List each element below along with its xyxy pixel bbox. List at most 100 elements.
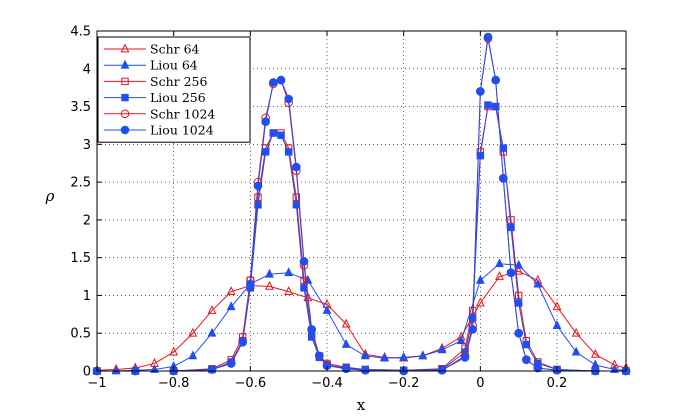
y-tick-label: 1.5 [70,251,91,266]
x-tick-label: 0 [476,376,484,391]
y-tick-label: 3 [83,138,91,153]
data-point-liou-1024 [292,162,301,172]
data-point-liou-1024 [460,353,470,362]
data-point-liou-1024 [276,75,286,85]
data-point-liou-64 [418,350,428,360]
data-point-liou-64 [380,352,389,362]
data-point-schr-256 [292,193,301,201]
legend-item-liou-256: Liou 256 [104,90,206,105]
legend-item-liou-1024: Liou 1024 [104,123,214,138]
data-point-schr-64 [495,271,504,280]
data-point-liou-64 [265,268,274,278]
x-axis-label: x [357,396,366,414]
data-point-schr-64 [265,280,274,290]
data-point-liou-64 [207,327,217,337]
legend-marker [120,125,130,135]
data-point-liou-1024 [315,351,324,361]
data-point-liou-256 [514,299,523,307]
data-point-liou-64 [188,350,198,360]
data-point-liou-1024 [533,363,543,373]
data-point-liou-64 [226,301,236,311]
x-tick-label: −0.4 [311,376,343,391]
data-point-liou-1024 [238,337,247,347]
data-point-schr-64 [207,305,217,314]
x-tick-label: −1 [87,376,106,391]
legend-marker [121,93,129,102]
data-point-liou-256 [491,102,500,111]
data-point-liou-1024 [261,117,270,126]
data-point-liou-1024 [246,279,255,289]
data-point-liou-1024 [506,268,516,278]
data-point-liou-1024 [269,78,278,87]
data-point-liou-256 [284,148,293,156]
data-point-liou-64 [360,350,370,360]
data-point-liou-1024 [483,32,493,42]
y-tick-label: 0 [83,365,91,380]
data-point-liou-64 [514,259,524,269]
data-point-schr-64 [552,301,562,311]
legend-label: Liou 64 [150,58,198,73]
data-point-schr-64 [284,286,294,296]
data-point-liou-1024 [522,355,531,364]
data-point-liou-64 [399,351,409,361]
data-point-liou-1024 [468,325,477,334]
y-tick-label: 4.5 [70,25,91,40]
data-point-liou-256 [522,340,531,349]
legend-label: Schr 64 [150,42,200,57]
legend-item-schr-256: Schr 256 [104,74,207,89]
y-tick-label: 1 [83,289,91,304]
data-point-liou-256 [507,223,515,232]
data-point-liou-256 [476,151,485,160]
y-tick-label: 2.5 [70,176,91,191]
data-point-schr-64 [571,327,581,337]
data-point-liou-1024 [307,325,316,334]
data-point-liou-1024 [299,257,309,266]
data-point-schr-64 [341,318,351,328]
legend-box [97,36,251,143]
legend-marker [120,59,130,69]
data-point-liou-256 [307,333,316,341]
data-point-schr-64 [514,265,524,275]
ticks: −1 −0.8 −0.6 −0.4 −0.2 0 0.2 0 0.5 1 1.5 2 2.5 3 3.5 4 4… [70,25,626,391]
series-layer [92,32,631,376]
data-point-liou-256 [269,129,278,137]
series-line-liou-1024 [97,36,626,372]
data-point-liou-1024 [253,181,263,191]
data-point-liou-256 [484,101,492,109]
y-tick-label: 4 [83,62,91,77]
data-point-schr-64 [590,348,600,358]
data-point-liou-1024 [361,365,370,375]
data-point-liou-64 [552,320,562,330]
data-point-liou-64 [475,274,485,284]
legend-marker [120,109,130,119]
data-point-liou-1024 [437,365,447,375]
x-tick-label: 0.2 [547,376,568,391]
plot-frame [96,30,627,372]
data-point-schr-256 [254,193,262,201]
data-point-schr-64 [475,297,485,307]
legend-marker [120,43,130,53]
y-tick-label: 3.5 [70,100,91,115]
data-point-schr-64 [169,346,179,356]
data-point-liou-64 [322,305,332,314]
data-point-liou-64 [111,365,121,375]
x-tick-label: −0.6 [235,376,267,391]
x-tick-label: −0.2 [388,376,420,391]
data-point-liou-64 [495,258,504,268]
legend-label: Schr 1024 [150,106,215,121]
data-point-liou-64 [437,344,447,354]
legend-item-liou-64: Liou 64 [104,58,198,73]
data-point-liou-1024 [499,174,508,183]
data-point-liou-256 [277,131,285,139]
y-axis-label: ρ [45,187,55,205]
legend-label: Liou 256 [150,90,206,105]
data-point-liou-64 [533,278,543,288]
data-point-liou-64 [571,346,581,356]
legend-label: Schr 256 [150,74,207,89]
data-point-schr-64 [226,286,236,296]
data-point-liou-1024 [491,75,500,85]
data-point-liou-64 [284,267,294,277]
y-tick-label: 0.5 [70,327,91,342]
